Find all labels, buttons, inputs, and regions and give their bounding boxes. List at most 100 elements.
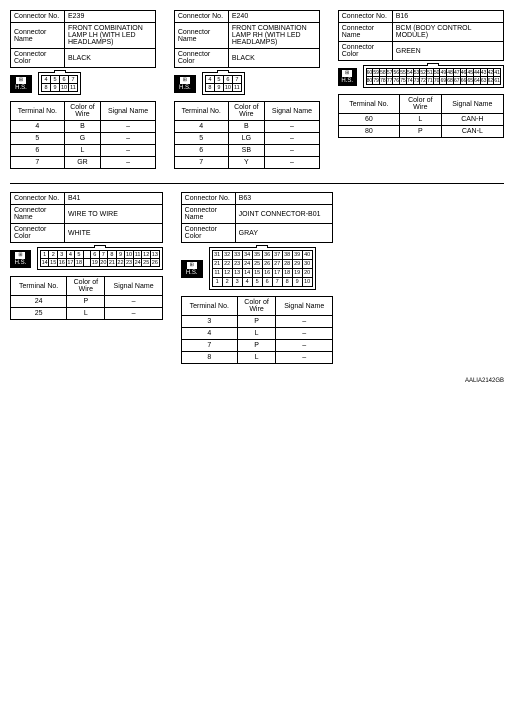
label-connector-name: Connector Name xyxy=(181,205,235,224)
pin-cell: 6 xyxy=(90,251,99,259)
term-header: Color of Wire xyxy=(400,95,442,114)
pin-diagram-b41: 1234567891011121314151617181920212223242… xyxy=(37,247,163,270)
pin-cell: 7 xyxy=(99,251,108,259)
pin-cell: 57 xyxy=(386,69,393,77)
term-no: 8 xyxy=(181,352,237,364)
pin-cell: 7 xyxy=(69,76,78,84)
term-signal: – xyxy=(276,340,333,352)
pin-cell: 12 xyxy=(142,251,151,259)
pin-cell: 76 xyxy=(393,77,400,85)
pin-cell: 31 xyxy=(212,251,222,260)
term-wire: LG xyxy=(228,133,265,145)
pin-cell: 41 xyxy=(494,69,501,77)
pin-cell: 1 xyxy=(40,251,49,259)
terminal-table-b41: Terminal No.Color of WireSignal Name24P–… xyxy=(10,276,163,320)
term-wire: L xyxy=(400,114,442,126)
pin-cell: 51 xyxy=(427,69,434,77)
pin-cell: 8 xyxy=(205,84,214,92)
pin-cell: 1 xyxy=(212,278,222,287)
pin-cell: 11 xyxy=(232,84,241,92)
term-signal: – xyxy=(276,352,333,364)
label-connector-no: Connector No. xyxy=(174,11,228,23)
term-header: Terminal No. xyxy=(11,277,67,296)
pin-cell: 28 xyxy=(282,260,292,269)
term-wire: L xyxy=(237,328,275,340)
pin-cell: 66 xyxy=(460,77,467,85)
pin-cell: 11 xyxy=(212,269,222,278)
pin-cell: 2 xyxy=(222,278,232,287)
pin-diagram-b16: 6059585756555453525150494847464544434241… xyxy=(363,65,504,88)
pin-cell: 8 xyxy=(282,278,292,287)
hs-icon: ⊞H.S. xyxy=(10,250,31,268)
pin-cell: 19 xyxy=(292,269,302,278)
value-connector-no: B63 xyxy=(235,193,333,205)
pin-cell: 2 xyxy=(49,251,58,259)
label-connector-name: Connector Name xyxy=(11,205,65,224)
pin-cell: 5 xyxy=(51,76,60,84)
pin-cell: 13 xyxy=(151,251,160,259)
pin-cell: 11 xyxy=(69,84,78,92)
term-no: 7 xyxy=(181,340,237,352)
hs-icon: ⊞H.S. xyxy=(338,68,357,86)
pin-cell: 6 xyxy=(60,76,69,84)
pin-cell: 12 xyxy=(222,269,232,278)
pin-cell: 63 xyxy=(480,77,487,85)
pin-cell: 10 xyxy=(60,84,69,92)
term-no: 4 xyxy=(181,328,237,340)
pin-cell: 26 xyxy=(262,260,272,269)
value-connector-name: FRONT COMBINATION LAMP LH (WITH LED HEAD… xyxy=(65,23,156,49)
pin-cell: 9 xyxy=(116,251,125,259)
connector-info-e240: Connector No. E240 Connector Name FRONT … xyxy=(174,10,320,68)
pin-cell: 6 xyxy=(262,278,272,287)
doc-reference: AALIA2142GB xyxy=(10,378,504,384)
term-no: 24 xyxy=(11,296,67,308)
term-signal: – xyxy=(101,145,156,157)
terminal-table-b16: Terminal No.Color of WireSignal Name60LC… xyxy=(338,94,504,138)
pin-cell: 54 xyxy=(406,69,413,77)
pin-cell: 5 xyxy=(252,278,262,287)
pin-cell: 53 xyxy=(413,69,420,77)
label-connector-color: Connector Color xyxy=(338,42,392,61)
pin-cell: 17 xyxy=(66,259,75,267)
pin-cell: 13 xyxy=(232,269,242,278)
term-header: Signal Name xyxy=(101,102,156,121)
label-connector-name: Connector Name xyxy=(11,23,65,49)
pin-cell: 17 xyxy=(272,269,282,278)
pin-cell: 16 xyxy=(262,269,272,278)
pin-cell: 35 xyxy=(252,251,262,260)
pin-cell: 37 xyxy=(272,251,282,260)
term-wire: P xyxy=(67,296,105,308)
value-connector-no: B16 xyxy=(392,11,503,23)
pin-cell: 20 xyxy=(99,259,108,267)
pin-cell: 77 xyxy=(386,77,393,85)
pin-cell: 56 xyxy=(393,69,400,77)
term-wire: L xyxy=(67,308,105,320)
pin-cell: 7 xyxy=(272,278,282,287)
pin-cell: 3 xyxy=(58,251,67,259)
pin-cell: 27 xyxy=(272,260,282,269)
term-wire: GR xyxy=(64,157,101,169)
term-wire: SB xyxy=(228,145,265,157)
pin-cell: 40 xyxy=(302,251,312,260)
pin-cell: 60 xyxy=(366,69,373,77)
pin-cell: 24 xyxy=(133,259,142,267)
label-connector-no: Connector No. xyxy=(181,193,235,205)
value-connector-color: GRAY xyxy=(235,224,333,243)
pin-cell: 48 xyxy=(447,69,454,77)
value-connector-no: E239 xyxy=(65,11,156,23)
pin-cell: 43 xyxy=(480,69,487,77)
value-connector-color: GREEN xyxy=(392,42,503,61)
pin-cell: 64 xyxy=(474,77,481,85)
term-header: Color of Wire xyxy=(67,277,105,296)
term-wire: P xyxy=(237,340,275,352)
pin-cell: 78 xyxy=(380,77,387,85)
pin-cell: 15 xyxy=(252,269,262,278)
pin-cell: 7 xyxy=(232,76,241,84)
pin-cell: 44 xyxy=(474,69,481,77)
pin-cell: 10 xyxy=(302,278,312,287)
pin-cell: 11 xyxy=(133,251,142,259)
term-no: 4 xyxy=(174,121,228,133)
term-signal: – xyxy=(105,308,162,320)
term-header: Signal Name xyxy=(265,102,320,121)
term-no: 7 xyxy=(11,157,65,169)
